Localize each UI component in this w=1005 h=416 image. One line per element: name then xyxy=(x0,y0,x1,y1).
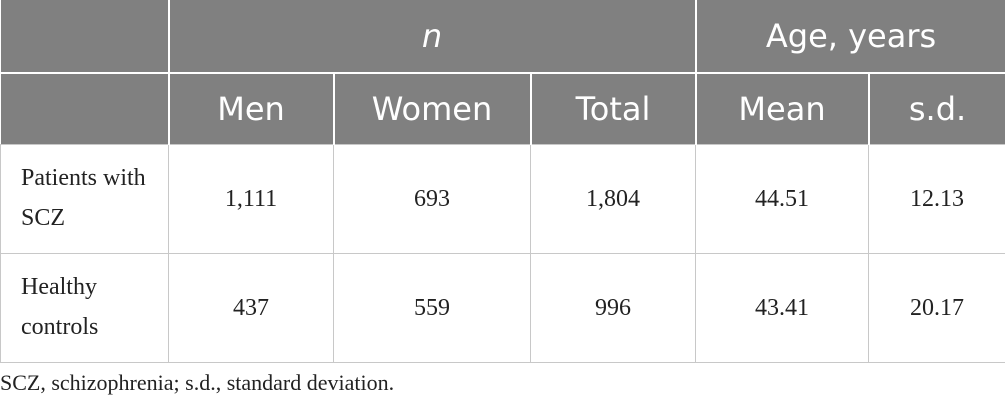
group-header: Age, years xyxy=(694,0,1005,74)
table-cell: 437 xyxy=(168,253,334,363)
column-header: s.d. xyxy=(867,73,1005,145)
row-label: Patients with SCZ xyxy=(0,144,169,254)
corner-cell xyxy=(0,73,169,145)
column-header: Women xyxy=(332,73,531,145)
table-cell: 44.51 xyxy=(695,144,869,254)
column-header: Mean xyxy=(694,73,869,145)
table-cell: 1,111 xyxy=(168,144,334,254)
table-row: Healthy controls 437 559 996 43.41 20.17 xyxy=(0,253,1005,363)
corner-cell xyxy=(0,0,169,74)
table-cell: 996 xyxy=(530,253,696,363)
data-table: n Age, years Men Women Total Mean s.d. Patie… xyxy=(0,0,1005,363)
group-header: n xyxy=(167,0,696,74)
table-cell: 20.17 xyxy=(867,253,1005,363)
footnote: SCZ, schizophrenia; s.d., standard devia… xyxy=(0,370,395,395)
table-cell: 559 xyxy=(333,253,531,363)
table-cell: 693 xyxy=(333,144,531,254)
row-label: Healthy controls xyxy=(0,253,169,363)
table-cell: 43.41 xyxy=(695,253,869,363)
column-header: Men xyxy=(167,73,334,145)
table-cell: 12.13 xyxy=(867,144,1005,254)
table-cell: 1,804 xyxy=(530,144,696,254)
table-body: Patients with SCZ 1,111 693 1,804 44.51 12.13… xyxy=(0,144,1005,363)
column-header: Total xyxy=(529,73,696,145)
column-header-row: Men Women Total Mean s.d. xyxy=(0,73,1005,145)
table-row: Patients with SCZ 1,111 693 1,804 44.51 12.13 xyxy=(0,144,1005,254)
group-header-row: n Age, years xyxy=(0,0,1005,74)
